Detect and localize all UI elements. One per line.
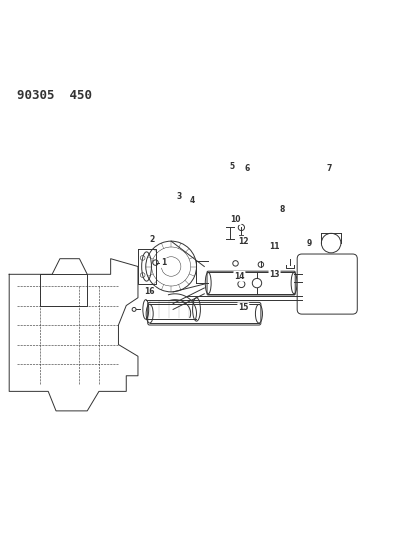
Text: 4: 4: [190, 196, 195, 205]
Text: 5: 5: [229, 163, 234, 172]
FancyBboxPatch shape: [207, 271, 295, 295]
Text: 16: 16: [144, 287, 155, 296]
Text: 3: 3: [176, 192, 182, 201]
Text: 12: 12: [238, 237, 249, 246]
Text: 11: 11: [269, 243, 280, 252]
Text: 90305  450: 90305 450: [17, 89, 92, 102]
Text: 9: 9: [307, 239, 312, 248]
Text: 7: 7: [327, 165, 332, 173]
FancyBboxPatch shape: [148, 302, 261, 325]
Text: 13: 13: [269, 270, 280, 279]
Text: 15: 15: [238, 303, 248, 312]
Text: 6: 6: [244, 165, 250, 173]
Text: 2: 2: [149, 235, 154, 244]
Text: 10: 10: [230, 215, 241, 224]
Text: 14: 14: [234, 272, 245, 281]
Text: 1: 1: [161, 258, 166, 267]
Text: 8: 8: [280, 205, 285, 214]
FancyBboxPatch shape: [297, 254, 357, 314]
